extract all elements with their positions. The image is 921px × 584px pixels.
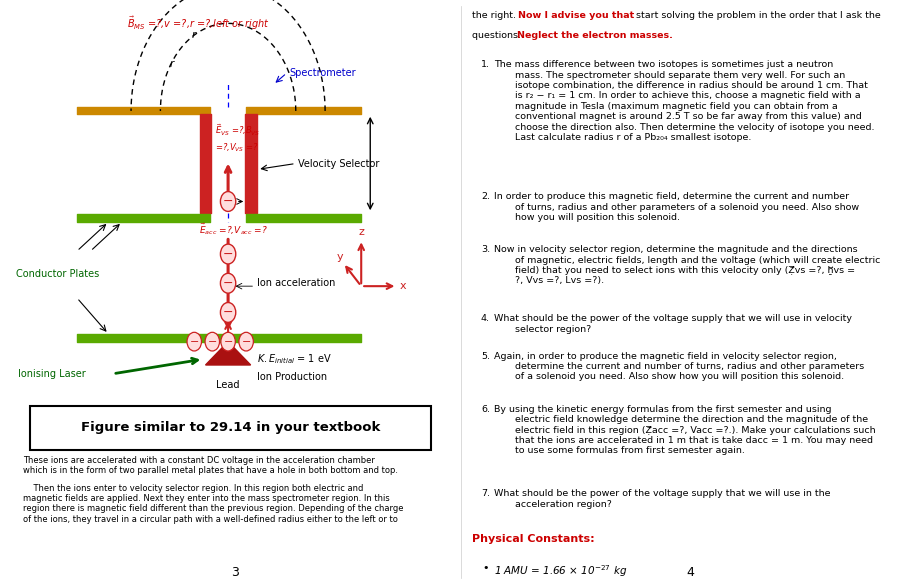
Text: −: − <box>241 336 251 347</box>
Text: −: − <box>207 336 217 347</box>
Text: 5.: 5. <box>481 352 490 360</box>
Text: Ion Production: Ion Production <box>258 371 328 382</box>
Circle shape <box>221 332 235 351</box>
Text: −: − <box>223 277 233 290</box>
Text: Now in velocity selector region, determine the magnitude and the directions
    : Now in velocity selector region, determi… <box>495 245 880 286</box>
Text: questions.: questions. <box>472 31 524 40</box>
Text: $\vec{E}_{acc}$ =?,$V_{acc}$ =?: $\vec{E}_{acc}$ =?,$V_{acc}$ =? <box>199 221 268 237</box>
Text: Again, in order to produce the magnetic field in velocity selector region,
     : Again, in order to produce the magnetic … <box>495 352 865 381</box>
Text: 7.: 7. <box>481 489 490 498</box>
Text: r: r <box>169 59 174 69</box>
Text: 1 AMU = 1.66 $\times$ 10$^{-27}$ kg: 1 AMU = 1.66 $\times$ 10$^{-27}$ kg <box>495 563 628 579</box>
Text: x: x <box>400 281 406 291</box>
Circle shape <box>220 273 236 293</box>
Text: Now I advise you that: Now I advise you that <box>519 11 635 19</box>
Text: Ionising Laser: Ionising Laser <box>18 369 86 379</box>
Text: What should be the power of the voltage supply that we will use in the
       ac: What should be the power of the voltage … <box>495 489 831 509</box>
Text: The mass difference between two isotopes is sometimes just a neutron
       mass: The mass difference between two isotopes… <box>495 60 875 142</box>
Text: In order to produce this magnetic field, determine the current and number
      : In order to produce this magnetic field,… <box>495 192 859 222</box>
Text: Ion acceleration: Ion acceleration <box>258 278 336 288</box>
Text: •: • <box>483 563 489 573</box>
Text: Spectrometer: Spectrometer <box>289 68 356 78</box>
Text: Conductor Plates: Conductor Plates <box>16 269 99 280</box>
Text: 3: 3 <box>231 566 239 579</box>
Text: $\vec{E}_{VS}$ =?,$B_{VS}$: $\vec{E}_{VS}$ =?,$B_{VS}$ <box>215 123 260 138</box>
Text: Then the ions enter to velocity selector region. In this region both electric an: Then the ions enter to velocity selector… <box>23 484 403 524</box>
Text: =?,$V_{VS}$ =?: =?,$V_{VS}$ =? <box>215 142 259 154</box>
Circle shape <box>187 332 202 351</box>
Text: These ions are accelerated with a constant DC voltage in the acceleration chambe: These ions are accelerated with a consta… <box>23 456 398 475</box>
Text: −: − <box>223 248 233 260</box>
Text: By using the kinetic energy formulas from the first semester and using
       el: By using the kinetic energy formulas fro… <box>495 405 876 456</box>
Text: 1.: 1. <box>481 60 490 69</box>
Text: $\vec{B}_{MS}$ =?,v =?,r =?,left or right: $\vec{B}_{MS}$ =?,v =?,r =?,left or righ… <box>127 15 270 32</box>
Circle shape <box>220 192 236 211</box>
Text: Neglect the electron masses.: Neglect the electron masses. <box>517 31 673 40</box>
Text: −: − <box>223 195 233 208</box>
Text: 6.: 6. <box>481 405 490 413</box>
Text: −: − <box>223 306 233 319</box>
Text: r: r <box>192 30 196 40</box>
FancyBboxPatch shape <box>29 406 431 450</box>
Circle shape <box>220 244 236 264</box>
Text: z: z <box>358 227 364 237</box>
Text: 4.: 4. <box>481 314 490 323</box>
Text: the right.: the right. <box>472 11 516 19</box>
Text: Velocity Selector: Velocity Selector <box>298 158 379 169</box>
Text: 4: 4 <box>687 566 694 579</box>
Text: Lead: Lead <box>216 380 239 390</box>
Circle shape <box>220 303 236 322</box>
Text: start solving the problem in the order that I ask the: start solving the problem in the order t… <box>634 11 881 19</box>
Text: $K.E_{initial}$ = 1 eV: $K.E_{initial}$ = 1 eV <box>258 352 332 366</box>
Text: What should be the power of the voltage supply that we will use in velocity
    : What should be the power of the voltage … <box>495 314 853 333</box>
Text: Physical Constants:: Physical Constants: <box>472 534 594 544</box>
Circle shape <box>239 332 253 351</box>
Text: Figure similar to 29.14 in your textbook: Figure similar to 29.14 in your textbook <box>81 421 380 434</box>
Text: 3.: 3. <box>481 245 490 254</box>
Text: 2.: 2. <box>481 192 490 201</box>
Text: −: − <box>224 336 233 347</box>
Text: −: − <box>190 336 199 347</box>
Text: y: y <box>336 252 343 262</box>
Polygon shape <box>205 342 251 365</box>
Circle shape <box>205 332 219 351</box>
